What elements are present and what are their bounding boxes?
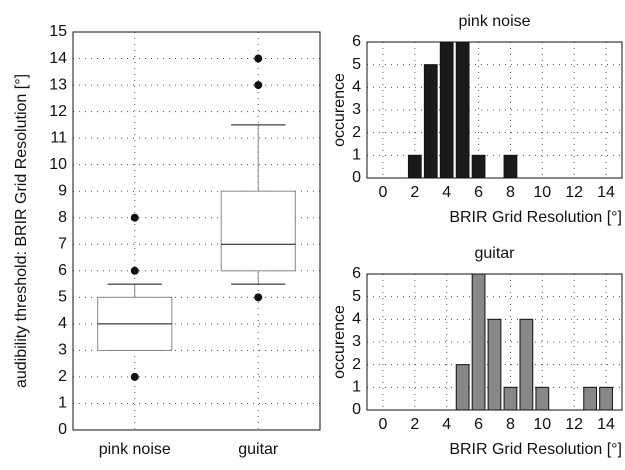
x-tick-label: 10 <box>533 416 551 433</box>
x-tick-label: 12 <box>565 416 583 433</box>
y-tick-label: 8 <box>58 209 67 226</box>
y-tick-label: 9 <box>58 182 67 199</box>
y-tick-label: 7 <box>58 235 67 252</box>
y-tick-label: 1 <box>58 395 67 412</box>
outlier <box>254 81 263 90</box>
y-tick-label: 15 <box>49 23 67 40</box>
x-tick-label: 2 <box>410 416 419 433</box>
y-axis-label: occurence <box>331 305 348 379</box>
y-tick-label: 5 <box>352 288 361 305</box>
x-tick-label: 4 <box>442 184 451 201</box>
bar <box>471 273 486 411</box>
y-tick-label: 10 <box>49 156 67 173</box>
axes-frame <box>366 41 623 179</box>
bar <box>583 386 597 411</box>
y-tick-label: 11 <box>50 129 67 146</box>
y-tick-label: 6 <box>352 33 361 50</box>
x-tick-label: pink noise <box>99 441 171 458</box>
x-tick-label: 0 <box>378 416 387 433</box>
y-tick-label: 13 <box>49 76 67 93</box>
bar <box>455 41 470 179</box>
y-tick-label: 1 <box>352 379 361 396</box>
chart-title: guitar <box>474 245 515 262</box>
y-tick-label: 3 <box>352 333 361 350</box>
outlier <box>130 372 139 381</box>
axes-frame <box>366 273 623 411</box>
bar <box>535 386 550 411</box>
x-tick-label: 4 <box>442 416 451 433</box>
box <box>220 190 296 272</box>
y-tick-label: 14 <box>49 50 67 67</box>
y-tick-label: 4 <box>352 311 361 328</box>
bar <box>423 64 438 179</box>
y-tick-label: 3 <box>58 342 67 359</box>
y-tick-label: 1 <box>352 147 361 164</box>
bar <box>519 318 534 411</box>
outlier <box>254 293 263 302</box>
x-tick-label: 12 <box>565 184 583 201</box>
y-tick-label: 3 <box>352 101 361 118</box>
x-axis-label: BRIR Grid Resolution [°] <box>449 441 622 458</box>
y-tick-label: 5 <box>58 289 67 306</box>
bar <box>407 154 422 179</box>
bar <box>503 154 518 179</box>
x-tick-label: 10 <box>533 184 551 201</box>
bar <box>471 154 486 179</box>
axes-frame <box>72 31 321 431</box>
x-tick-label: 0 <box>378 184 387 201</box>
y-axis-label: audibility threshold: BRIR Grid Resoluti… <box>13 74 30 388</box>
y-axis-label: occurence <box>331 73 348 147</box>
bar <box>455 364 470 411</box>
x-tick-label: 14 <box>597 184 615 201</box>
y-tick-label: 5 <box>352 56 361 73</box>
y-tick-label: 12 <box>49 103 67 120</box>
outlier <box>130 266 139 275</box>
y-tick-label: 2 <box>352 356 361 373</box>
bar <box>503 386 518 411</box>
y-tick-label: 2 <box>352 124 361 141</box>
outlier <box>130 213 139 222</box>
x-tick-label: 6 <box>474 184 483 201</box>
x-axis-label: BRIR Grid Resolution [°] <box>449 209 622 226</box>
y-tick-label: 0 <box>58 421 67 438</box>
y-tick-label: 4 <box>58 315 67 332</box>
x-tick-label: 14 <box>597 416 615 433</box>
bar <box>599 386 613 411</box>
x-tick-label: 8 <box>506 184 515 201</box>
y-tick-label: 6 <box>352 265 361 282</box>
bar <box>439 41 454 179</box>
y-tick-label: 6 <box>58 262 67 279</box>
y-tick-label: 0 <box>352 401 361 418</box>
x-tick-label: guitar <box>238 441 279 458</box>
outlier <box>254 54 263 63</box>
x-tick-label: 8 <box>506 416 515 433</box>
x-tick-label: 2 <box>410 184 419 201</box>
bar <box>487 318 502 411</box>
chart-title: pink noise <box>458 13 530 30</box>
y-tick-label: 2 <box>58 368 67 385</box>
y-tick-label: 4 <box>352 79 361 96</box>
x-tick-label: 6 <box>474 416 483 433</box>
y-tick-label: 0 <box>352 169 361 186</box>
